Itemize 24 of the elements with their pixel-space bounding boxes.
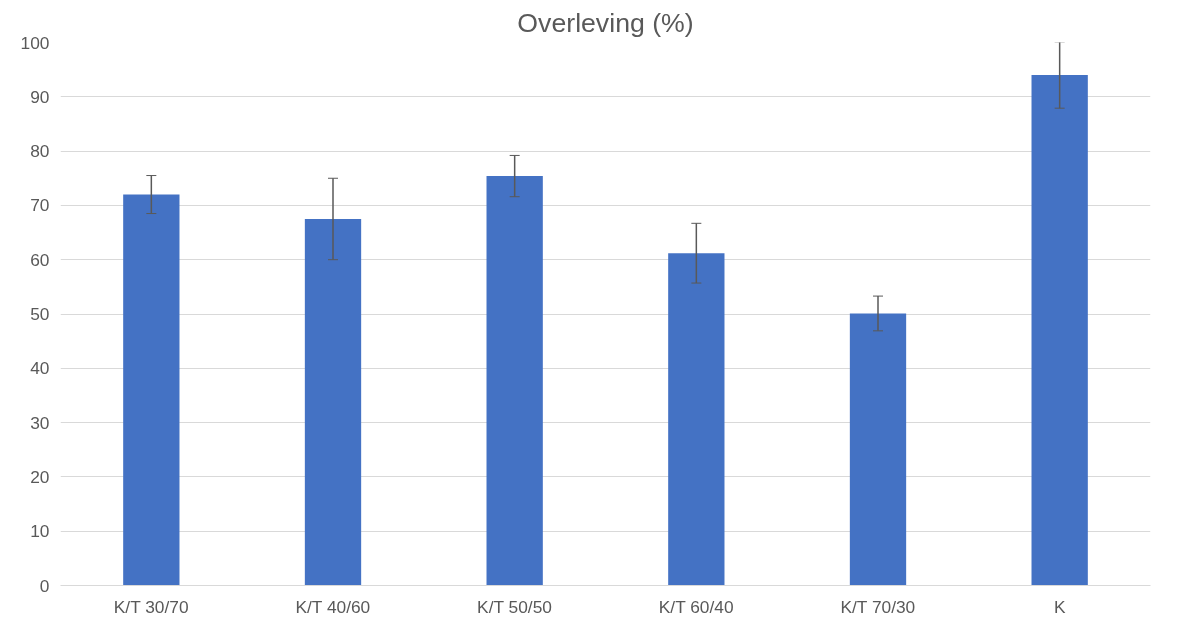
y-tick-label: 100 bbox=[20, 32, 50, 53]
y-tick-label: 60 bbox=[30, 249, 50, 270]
y-tick-label: 70 bbox=[30, 195, 50, 216]
x-tick-label: K/T 50/50 bbox=[477, 596, 552, 617]
x-tick-label: K/T 40/60 bbox=[295, 596, 371, 617]
bar bbox=[304, 218, 362, 586]
bar bbox=[1031, 75, 1088, 586]
y-tick-label: 20 bbox=[30, 466, 50, 487]
bar bbox=[486, 176, 543, 586]
y-tick-label: 50 bbox=[30, 304, 50, 324]
bar bbox=[123, 194, 180, 586]
y-tick-label: 40 bbox=[30, 358, 50, 379]
x-tick-label: K/T 30/70 bbox=[113, 596, 189, 617]
y-tick-label: 80 bbox=[30, 141, 50, 162]
bar bbox=[668, 253, 725, 586]
y-tick-label: 10 bbox=[30, 521, 50, 542]
x-tick-label: K/T 70/30 bbox=[840, 596, 916, 617]
y-tick-label: 30 bbox=[30, 412, 50, 433]
y-tick-label: 0 bbox=[39, 575, 50, 596]
x-tick-label: K/T 60/40 bbox=[658, 596, 734, 617]
chart-title: Overleving (%) bbox=[517, 7, 694, 38]
bar bbox=[849, 313, 907, 586]
y-tick-label: 90 bbox=[30, 86, 50, 107]
x-tick-label: K bbox=[1053, 596, 1066, 617]
